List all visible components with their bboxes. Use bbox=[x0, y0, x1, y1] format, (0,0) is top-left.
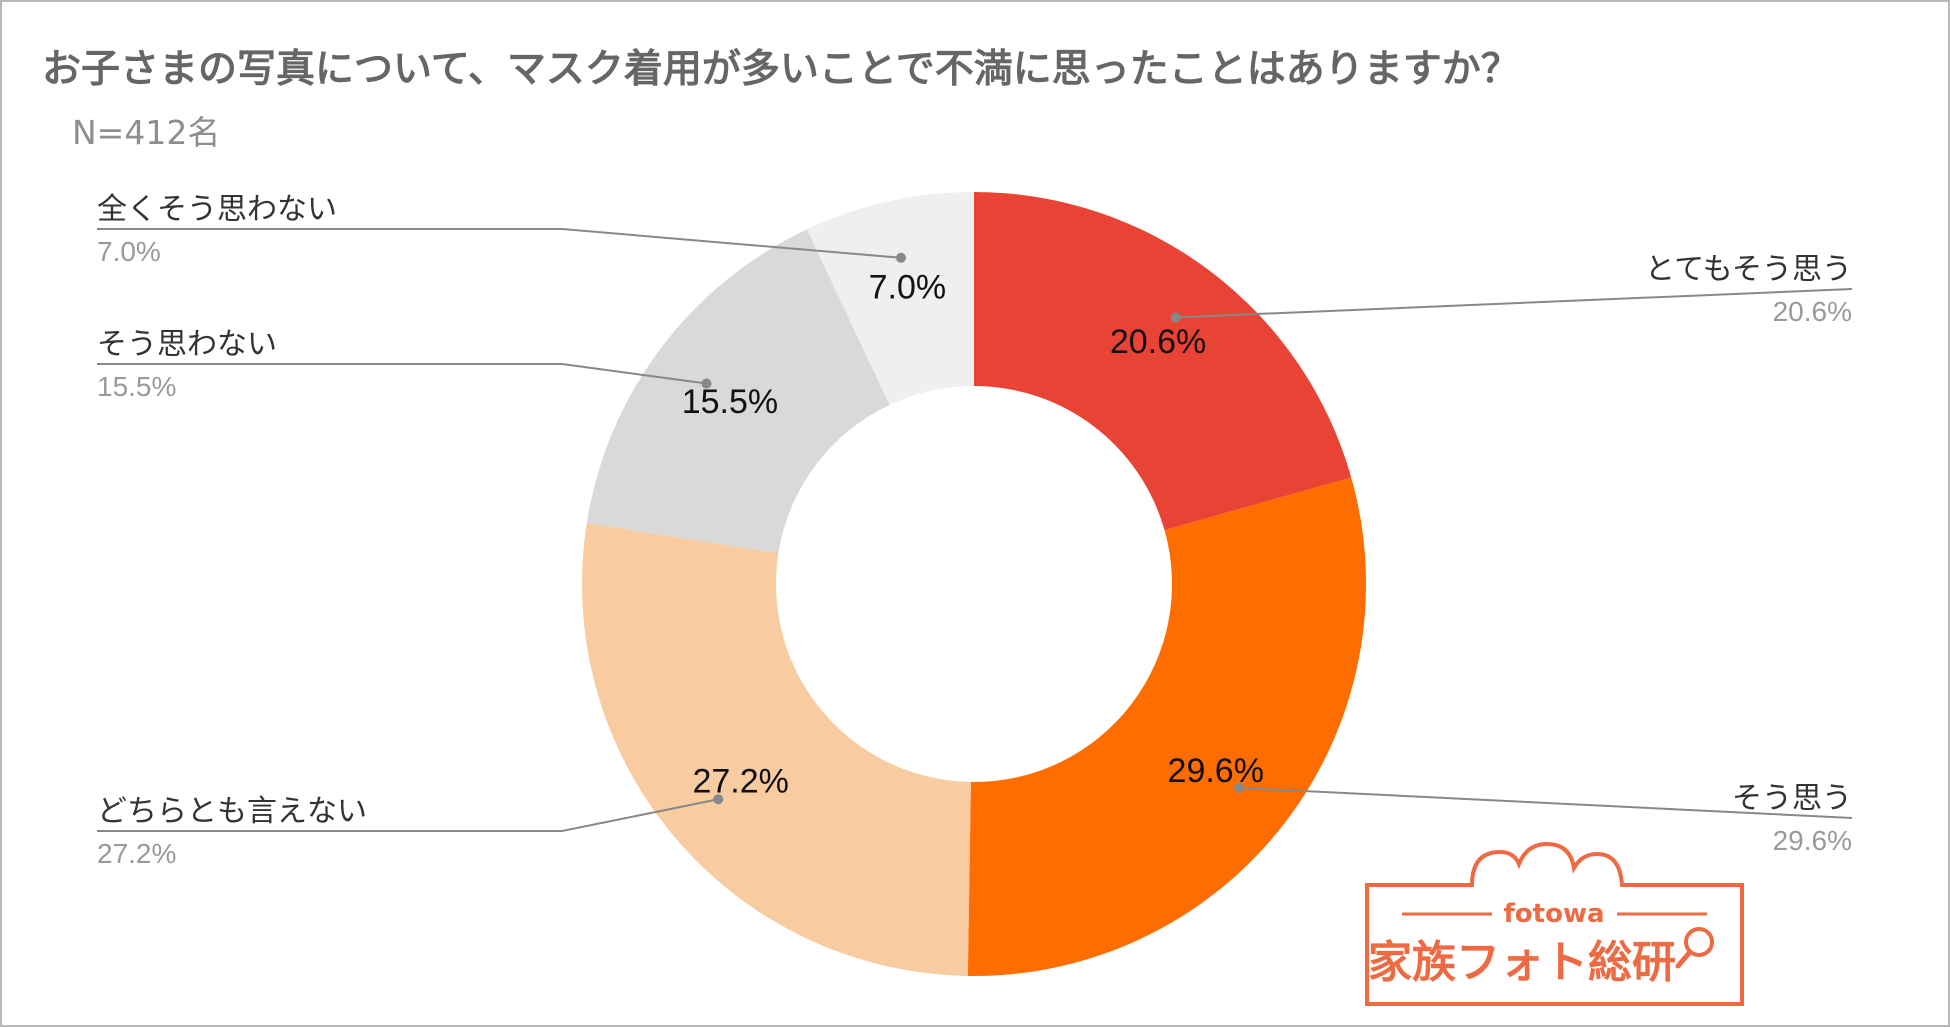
donut-slices bbox=[581, 192, 1367, 976]
leader-line-3 bbox=[97, 798, 719, 832]
callout-value-1: 20.6% bbox=[1773, 296, 1852, 327]
logo-big-text: 家族フォト総研 bbox=[1368, 937, 1676, 988]
callout-labels: とてもそう思う 20.6% そう思う 29.6% どちらとも言えない 27.2% そう思わな… bbox=[97, 192, 1852, 869]
leader-line-1 bbox=[1175, 288, 1853, 319]
leader-line-5 bbox=[97, 228, 902, 259]
leader-dot-1 bbox=[1170, 312, 1181, 323]
donut-slice-4 bbox=[586, 229, 890, 554]
callout-name-5: 全くそう思わない bbox=[97, 192, 337, 227]
donut-slice-3 bbox=[581, 523, 971, 976]
slice-value-label-1: 20.6% bbox=[1110, 323, 1206, 361]
slice-value-label-3: 27.2% bbox=[692, 762, 788, 800]
donut-slice-1 bbox=[974, 192, 1352, 531]
callout-name-3: どちらとも言えない bbox=[97, 794, 367, 829]
fotowa-logo: fotowa 家族フォト総研 bbox=[1365, 841, 1744, 1006]
callout-name-1: とてもそう思う bbox=[1645, 252, 1852, 287]
callout-leaders bbox=[97, 228, 1853, 832]
leader-dot-2 bbox=[1233, 782, 1244, 793]
sample-size: N=412名 bbox=[72, 113, 220, 152]
callout-name-2: そう思う bbox=[1732, 781, 1852, 816]
chart-title: お子さまの写真について、マスク着用が多いことで不満に思ったことはありますか？ bbox=[42, 47, 1520, 92]
callout-value-2: 29.6% bbox=[1773, 825, 1852, 856]
logo-small-text: fotowa bbox=[1503, 899, 1604, 929]
leader-line-4 bbox=[97, 363, 707, 385]
callout-value-5: 7.0% bbox=[97, 236, 161, 267]
magnifier-icon bbox=[1675, 927, 1714, 969]
callout-name-4: そう思わない bbox=[97, 327, 277, 362]
donut-slice-2 bbox=[967, 477, 1367, 976]
leader-line-2 bbox=[1238, 786, 1853, 819]
slice-value-label-4: 15.5% bbox=[682, 383, 778, 421]
callout-value-3: 27.2% bbox=[97, 838, 176, 869]
slice-value-label-2: 29.6% bbox=[1168, 752, 1264, 790]
donut-slice-5 bbox=[806, 192, 974, 405]
leader-dot-4 bbox=[701, 378, 712, 389]
leader-dot-5 bbox=[896, 252, 907, 263]
logo-outline bbox=[1365, 841, 1744, 1006]
slice-value-label-5: 7.0% bbox=[869, 268, 947, 306]
callout-value-4: 15.5% bbox=[97, 371, 176, 402]
slice-labels: 20.6% 29.6% 27.2% 15.5% 7.0% bbox=[682, 268, 1264, 800]
leader-dot-3 bbox=[713, 794, 724, 805]
